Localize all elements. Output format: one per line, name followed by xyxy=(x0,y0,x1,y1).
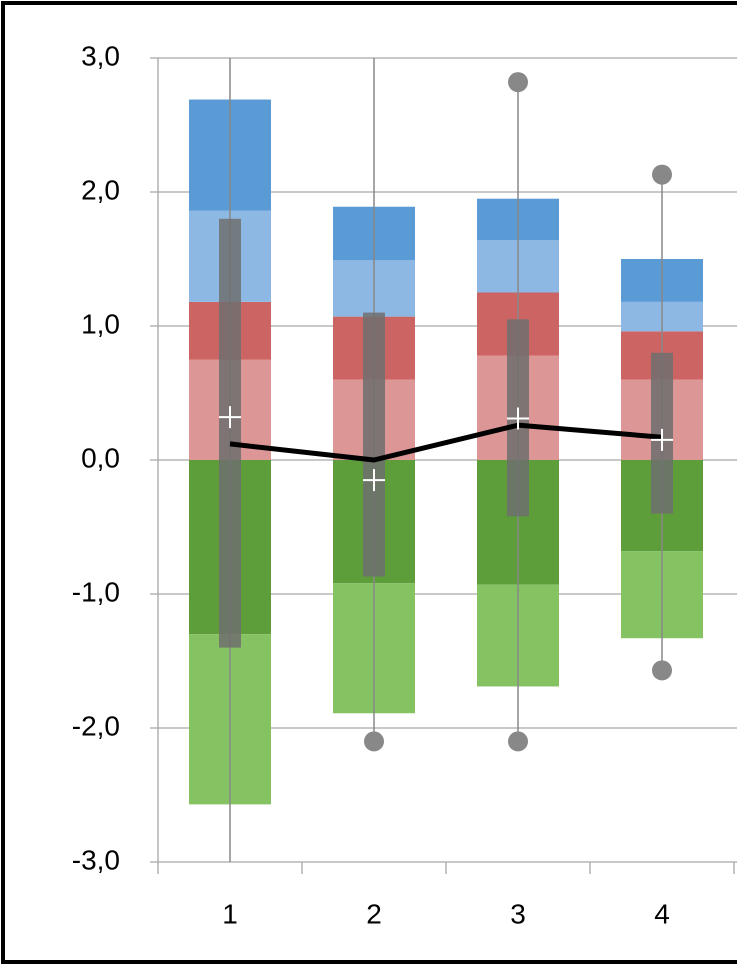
x-tick-label: 3 xyxy=(510,898,526,929)
whisker-dot xyxy=(364,731,384,752)
y-tick-label: -1,0 xyxy=(72,576,120,607)
mean-marker xyxy=(219,406,241,429)
whisker-dot xyxy=(652,660,672,681)
range-box xyxy=(363,312,385,577)
x-tick-label: 1 xyxy=(222,898,238,929)
whisker-dot xyxy=(652,164,672,185)
whisker-dot xyxy=(508,731,528,752)
range-box xyxy=(219,218,241,648)
mean-marker xyxy=(507,407,529,430)
y-tick-label: 2,0 xyxy=(81,174,120,205)
x-tick-label: 2 xyxy=(366,898,382,929)
y-tick-label: 3,0 xyxy=(81,40,120,71)
x-tick-label: 4 xyxy=(654,898,670,929)
y-tick-label: -3,0 xyxy=(72,844,120,875)
line-series xyxy=(229,422,663,463)
mean-marker xyxy=(651,428,673,451)
y-tick-label: -2,0 xyxy=(72,710,120,741)
mean-marker xyxy=(363,469,385,492)
y-tick-label: 1,0 xyxy=(81,308,120,339)
whisker-dot xyxy=(508,72,528,93)
y-tick-label: 0,0 xyxy=(81,442,120,473)
